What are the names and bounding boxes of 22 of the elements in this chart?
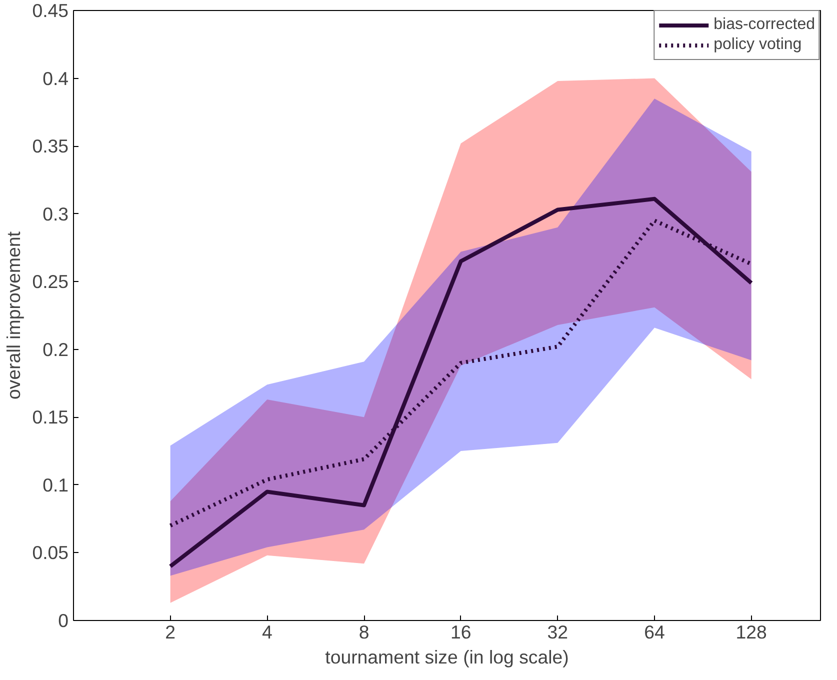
y-tick-label: 0.4 xyxy=(42,68,69,89)
y-tick-label: 0.05 xyxy=(32,542,68,564)
x-tick-label: 4 xyxy=(262,622,272,642)
x-tick-label: 64 xyxy=(644,622,665,642)
x-tick-label: 8 xyxy=(358,622,370,642)
y-tick-label: 0 xyxy=(58,610,69,631)
legend-label: policy voting xyxy=(714,36,802,54)
y-axis-title: overall improvement xyxy=(3,230,24,400)
y-tick-label: 0.1 xyxy=(42,474,69,496)
x-tick-label: 2 xyxy=(165,622,176,642)
y-tick-label: 0.45 xyxy=(32,0,68,21)
x-tick-label: 16 xyxy=(450,622,472,642)
legend-label: bias-corrected xyxy=(714,16,815,34)
x-axis-title: tournament size (in log scale) xyxy=(325,646,569,668)
y-tick-label: 0.15 xyxy=(32,406,68,428)
line-series xyxy=(168,196,754,568)
y-tick-label: 0.25 xyxy=(32,271,68,292)
y-tick-label: 0.35 xyxy=(32,136,68,157)
x-tick-label: 32 xyxy=(547,622,568,642)
y-tick-label: 0.3 xyxy=(42,203,69,224)
x-tick-label: 128 xyxy=(736,622,767,642)
y-tick-label: 0.2 xyxy=(42,338,69,360)
